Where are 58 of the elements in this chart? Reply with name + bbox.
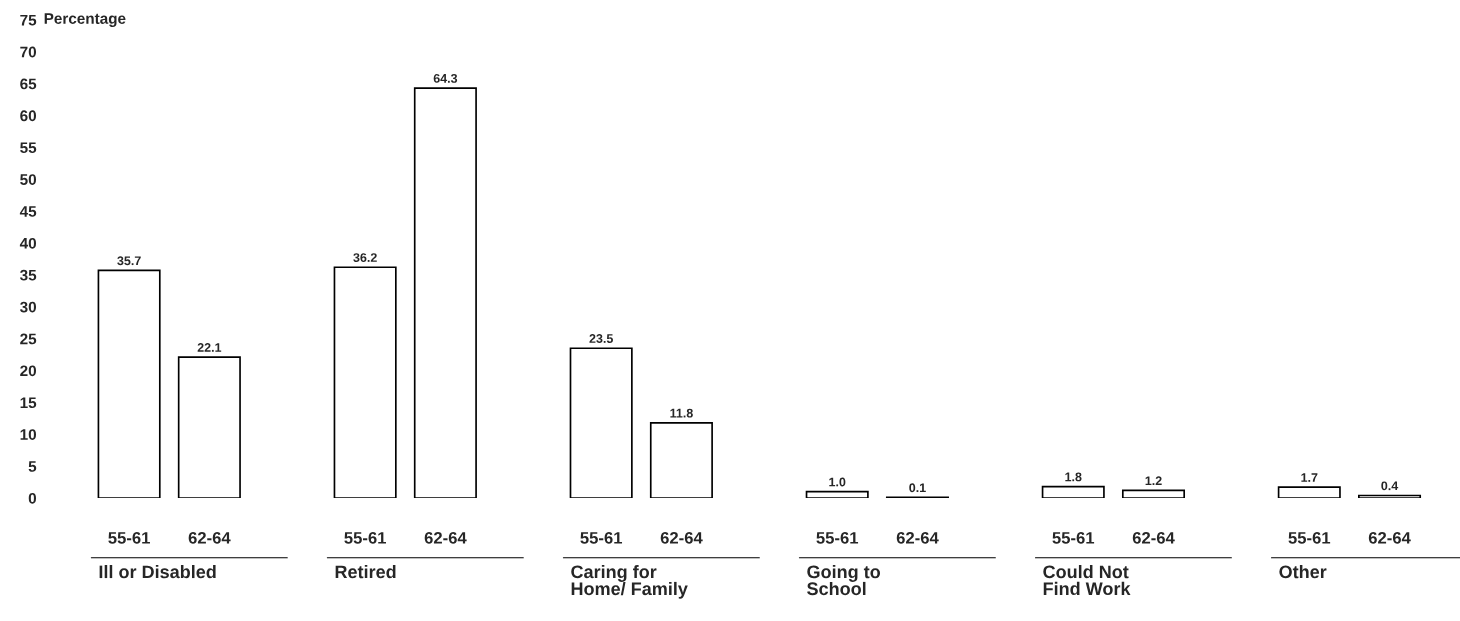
text: 62-64 — [896, 531, 939, 544]
text: 55-61 — [580, 531, 623, 544]
data-label: 0.1 — [909, 483, 926, 493]
y-tick-label: 50 — [20, 174, 37, 185]
data-label: 1.8 — [1065, 472, 1082, 482]
y-tick-label: 10 — [20, 429, 37, 440]
y-tick-label: 60 — [20, 110, 37, 122]
y-tick-label: 25 — [20, 333, 37, 345]
text: 62-64 — [1368, 531, 1411, 544]
text: 62-64 — [188, 531, 231, 544]
y-tick-label: 30 — [20, 301, 37, 313]
y-tick-label: 75 — [20, 14, 37, 26]
text: 55-61 — [1052, 531, 1095, 544]
bar — [1041, 485, 1105, 499]
bar — [649, 421, 713, 499]
y-tick-label: 0 — [28, 492, 37, 504]
data-label: 22.1 — [197, 343, 222, 352]
y-tick-label: 70 — [20, 46, 37, 58]
x-tick-label: Retired — [335, 564, 396, 579]
text: 55-61 — [108, 531, 150, 544]
y-tick-label: 20 — [20, 365, 37, 377]
bar — [1358, 494, 1422, 499]
x-tick-label: Caring for Home/ Family — [571, 564, 688, 599]
x-tick-label: Ill or Disabled — [99, 564, 216, 579]
y-tick-label: 35 — [20, 269, 37, 281]
bar — [1121, 489, 1186, 499]
y-tick-label: 55 — [20, 142, 37, 154]
y-tick-label: 65 — [20, 78, 37, 90]
y-tick-label: 40 — [19, 237, 37, 249]
bar — [569, 347, 633, 499]
data-label: 0.4 — [1381, 481, 1399, 491]
text: 55-61 — [344, 531, 386, 544]
data-label: 11.8 — [670, 408, 693, 418]
data-label: 35.7 — [117, 256, 141, 266]
y-tick-label: 15 — [20, 397, 37, 409]
bar — [97, 269, 161, 499]
data-label: 36.2 — [353, 253, 377, 263]
text: 55-61 — [816, 531, 859, 544]
data-label: 64.3 — [433, 73, 458, 83]
bar — [805, 490, 869, 499]
text: 62-64 — [660, 531, 703, 544]
y-axis-title: Percentage — [44, 13, 126, 27]
x-tick-label: Could Not Find Work — [1043, 564, 1131, 596]
text: 55-61 — [1288, 531, 1331, 544]
y-tick-label: 45 — [19, 206, 37, 217]
x-tick-label: Going to School — [807, 564, 881, 596]
text: 62-64 — [424, 531, 467, 544]
bar — [413, 87, 477, 499]
x-tick-label: Other — [1279, 564, 1327, 579]
data-label: 1.0 — [829, 477, 846, 487]
data-label: 1.7 — [1301, 473, 1318, 482]
data-label: 23.5 — [589, 334, 613, 343]
bar — [1277, 486, 1341, 499]
bar — [177, 356, 241, 499]
text: 62-64 — [1132, 531, 1175, 544]
bar — [333, 266, 397, 499]
data-label: 1.2 — [1145, 476, 1162, 486]
y-tick-label: 5 — [28, 461, 37, 472]
